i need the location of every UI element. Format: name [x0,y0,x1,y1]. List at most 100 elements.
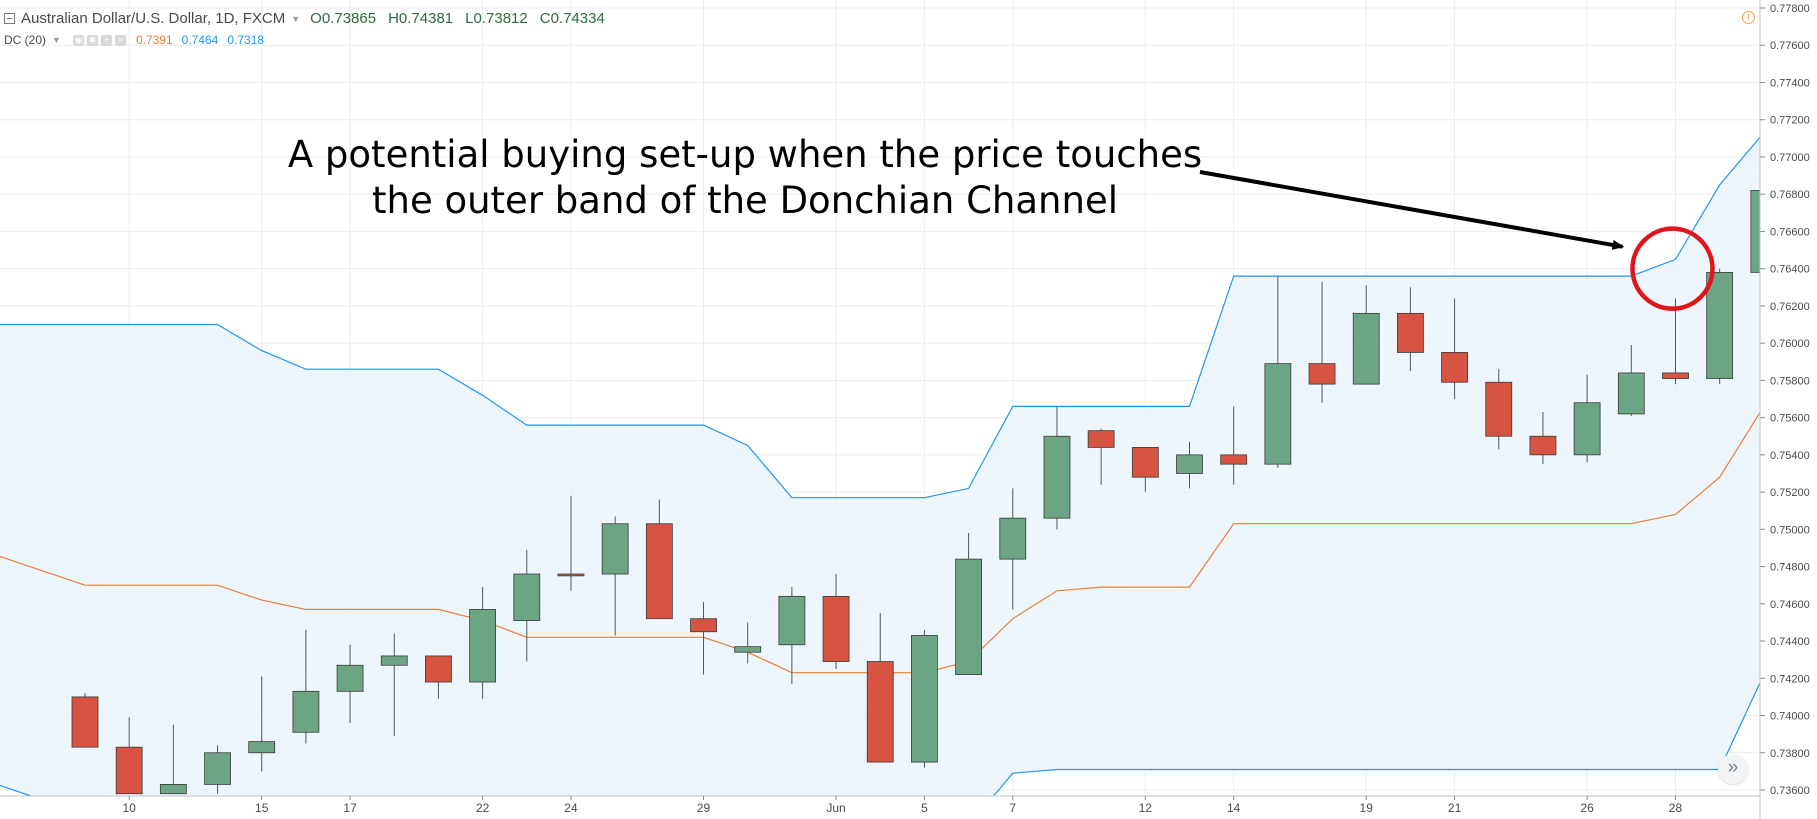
up-candle [601,516,629,636]
candle-body [734,646,762,653]
x-tick-label: 22 [476,801,490,815]
up-candle [911,629,938,768]
up-candle [778,587,806,684]
collapse-square-icon[interactable] [4,13,15,24]
x-tick-label: 14 [1227,801,1241,815]
indicator-lower-value: 0.7318 [227,33,265,47]
x-tick-label: 26 [1580,801,1594,815]
indicator-name[interactable]: DC (20) [4,33,47,47]
up-candle [336,644,364,723]
down-candle [1087,428,1115,485]
x-tick-label: 21 [1448,801,1462,815]
upper-band-line [0,136,1760,499]
candle-body [1485,381,1513,437]
donchian-bands [0,136,1760,796]
lower-band-line [0,681,1760,796]
annotation-overlay [1199,170,1715,311]
y-tick-label: 0.75600 [1770,413,1810,425]
up-candle [248,676,276,772]
x-tick-label: 7 [1009,801,1016,815]
low-value: L0.73812 [465,10,528,27]
y-tick-label: 0.76400 [1770,264,1810,276]
up-candle [1264,276,1292,468]
down-candle [115,717,143,795]
x-tick-label: 12 [1139,801,1153,815]
y-tick-label: 0.75200 [1770,487,1810,499]
y-tick-label: 0.77800 [1770,3,1810,15]
candle-body [380,655,408,666]
down-candle [1220,406,1248,485]
candle-body [1176,454,1203,474]
down-candle [1441,298,1468,399]
double-chevron-right-icon[interactable]: » [1718,754,1748,784]
open-value: O0.73865 [310,10,377,27]
candle-body [248,741,276,754]
chevron-down-icon[interactable]: ▼ [52,35,61,45]
down-candle [1529,412,1557,465]
down-candle [1485,369,1513,450]
candle-body [778,595,806,646]
down-candle [1308,281,1336,403]
indicator-mid-value: 0.7391 [135,33,173,47]
plus-icon[interactable]: + [100,34,112,46]
candle-body [1220,454,1248,465]
annotation-arrow [1199,170,1625,250]
candle-body [955,558,982,675]
middle-band-line [0,411,1760,674]
up-candle [1750,190,1760,273]
high-value: H0.74381 [388,10,454,27]
down-candle [71,693,99,748]
candle-body [1131,447,1159,478]
x-tick-label: 24 [564,801,578,815]
close-icon[interactable]: × [114,34,126,46]
candle-body [1662,372,1689,379]
y-tick-label: 0.74600 [1770,599,1810,611]
candle-body [1308,363,1336,385]
highlight-circle [1630,226,1715,311]
candle-body [1043,435,1071,519]
close-value: C0.74334 [539,10,605,27]
y-tick-label: 0.75800 [1770,375,1810,387]
channel-fill-area [0,137,1760,796]
candle-body [292,690,320,733]
down-candle [645,499,673,620]
y-tick-label: 0.74200 [1770,673,1810,685]
up-candle [159,724,187,795]
candle-body [911,635,938,763]
y-tick-label: 0.77200 [1770,115,1810,127]
gear-icon[interactable]: ✱ [86,34,98,46]
x-tick-label: 15 [255,801,269,815]
down-candle [425,655,452,699]
up-candle [1043,406,1071,530]
down-candle [866,613,894,763]
annotation-line-1: A potential buying set-up when the price… [287,133,1203,176]
candle-body [690,618,717,633]
up-candle [1352,285,1380,385]
up-candle [513,549,541,662]
x-tick-label: Jun [826,801,845,815]
x-tick-label: 29 [697,801,711,815]
x-tick-label: 5 [921,801,928,815]
down-candle [1662,298,1689,385]
alert-circle-icon[interactable]: ! [1742,11,1755,24]
y-tick-label: 0.77000 [1770,152,1810,164]
up-candle [734,622,762,664]
indicator-upper-value: 0.7464 [181,33,219,47]
candle-body [204,752,231,785]
candle-body [1397,312,1424,353]
candle-body [1529,435,1557,456]
chevron-down-icon[interactable]: ▼ [291,13,301,24]
y-tick-label: 0.73800 [1770,748,1810,760]
candle-body [557,573,585,577]
candle-body [1750,190,1760,273]
eye-icon[interactable]: ◉ [72,34,84,46]
indicator-legend: DC (20) ▼ ◉ ✱ + × 0.7391 0.7464 0.7318 [4,33,273,47]
up-candle [999,488,1027,610]
candle-body [1441,352,1468,383]
candle-body [115,746,143,795]
candle-body [1617,372,1645,415]
symbol-title[interactable]: Australian Dollar/U.S. Dollar, 1D, FXCM [21,10,286,27]
